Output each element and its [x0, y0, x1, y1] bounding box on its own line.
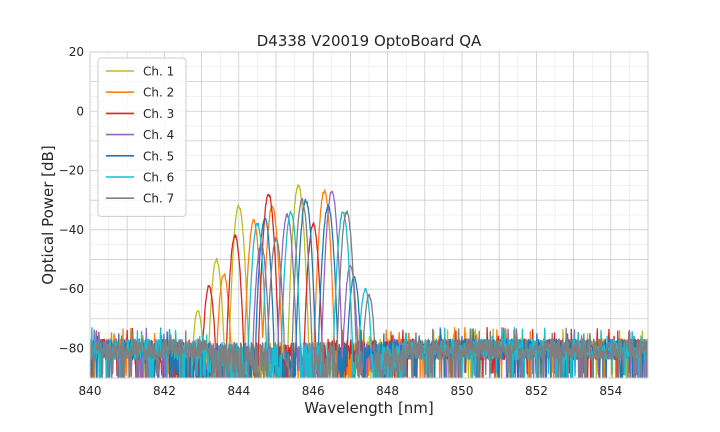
- legend-entry-label: Ch. 4: [143, 128, 174, 142]
- y-axis-label: Optical Power [dB]: [39, 145, 57, 284]
- x-tick-label: 850: [451, 384, 474, 398]
- x-axis-ticks: 840 842 844 846 848 850 852 854: [79, 384, 623, 398]
- series-line-ch7: [90, 197, 648, 378]
- y-tick-label: −20: [59, 164, 84, 178]
- x-tick-label: 852: [525, 384, 548, 398]
- y-tick-label: 0: [76, 104, 84, 118]
- legend-entry-label: Ch. 2: [143, 86, 174, 100]
- y-tick-label: −40: [59, 223, 84, 237]
- chart-title: D4338 V20019 OptoBoard QA: [257, 32, 482, 50]
- y-tick-label: −80: [59, 341, 84, 355]
- x-tick-label: 844: [227, 384, 250, 398]
- x-tick-label: 840: [79, 384, 102, 398]
- legend-entry-label: Ch. 3: [143, 107, 174, 121]
- plot-frame: [89, 51, 649, 379]
- y-tick-label: −60: [59, 282, 84, 296]
- x-tick-label: 854: [599, 384, 622, 398]
- x-tick-label: 846: [302, 384, 325, 398]
- x-tick-label: 848: [376, 384, 399, 398]
- legend-entry-label: Ch. 5: [143, 149, 174, 163]
- legend-entry-label: Ch. 1: [143, 65, 174, 79]
- legend: Ch. 1 Ch. 2 Ch. 3 Ch. 4 Ch. 5 Ch. 6 Ch. 7: [97, 57, 187, 217]
- x-axis-label: Wavelength [nm]: [304, 399, 434, 417]
- series-layer: [90, 184, 648, 378]
- y-tick-label: 20: [69, 45, 84, 59]
- x-tick-label: 842: [153, 384, 176, 398]
- y-axis-ticks: 20 0 −20 −40 −60 −80: [59, 45, 84, 355]
- legend-entry-label: Ch. 7: [143, 192, 174, 206]
- legend-entry-label: Ch. 6: [143, 171, 174, 185]
